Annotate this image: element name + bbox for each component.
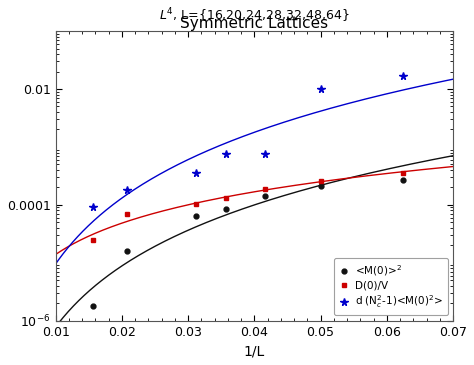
d (N$_c^2$-1)<M(0)$^2$> — [193, 171, 199, 176]
d (N$_c^2$-1)<M(0)$^2$> — [90, 205, 96, 210]
<M(0)>$^2$ — [401, 178, 406, 182]
<M(0)>$^2$ — [318, 184, 323, 188]
X-axis label: 1/L: 1/L — [244, 344, 265, 358]
Line: D(0)/V: D(0)/V — [91, 171, 406, 242]
<M(0)>$^2$ — [125, 249, 130, 253]
Line: <M(0)>$^2$: <M(0)>$^2$ — [91, 177, 406, 308]
D(0)/V — [90, 238, 96, 242]
D(0)/V — [263, 187, 268, 192]
<M(0)>$^2$ — [90, 304, 96, 308]
D(0)/V — [125, 212, 130, 216]
d (N$_c^2$-1)<M(0)$^2$> — [223, 152, 229, 156]
<M(0)>$^2$ — [263, 194, 268, 199]
d (N$_c^2$-1)<M(0)$^2$> — [263, 152, 268, 156]
d (N$_c^2$-1)<M(0)$^2$> — [318, 87, 323, 91]
<M(0)>$^2$ — [223, 207, 229, 211]
Legend: <M(0)>$^2$, D(0)/V, d (N$_c^2$-1)<M(0)$^2$>: <M(0)>$^2$, D(0)/V, d (N$_c^2$-1)<M(0)$^… — [334, 258, 448, 315]
D(0)/V — [193, 201, 199, 206]
Line: d (N$_c^2$-1)<M(0)$^2$>: d (N$_c^2$-1)<M(0)$^2$> — [89, 72, 407, 211]
d (N$_c^2$-1)<M(0)$^2$> — [125, 188, 130, 192]
d (N$_c^2$-1)<M(0)$^2$> — [401, 73, 406, 78]
D(0)/V — [223, 196, 229, 200]
Title: Symmetric Lattices: Symmetric Lattices — [180, 16, 328, 31]
D(0)/V — [318, 178, 323, 183]
<M(0)>$^2$ — [193, 214, 199, 218]
D(0)/V — [401, 171, 406, 176]
Text: $L^4$, L={16,20,24,28,32,48,64}: $L^4$, L={16,20,24,28,32,48,64} — [159, 7, 350, 25]
